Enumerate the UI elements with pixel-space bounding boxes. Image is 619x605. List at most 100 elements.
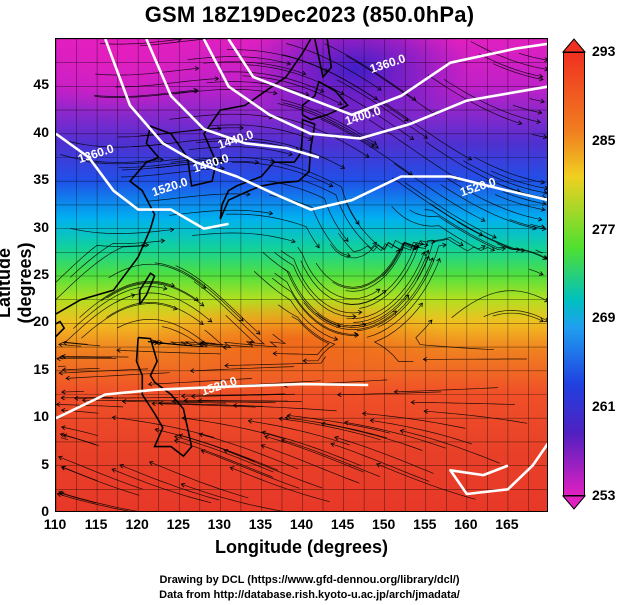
streamline-arrow [315, 243, 320, 249]
streamline [184, 400, 289, 402]
streamline [279, 418, 381, 441]
y-tick-label: 5 [41, 455, 49, 472]
streamline-arrow [111, 415, 117, 421]
streamline [58, 456, 144, 490]
streamline-arrow [194, 296, 199, 302]
y-tick-label: 0 [41, 503, 49, 519]
streamline-arrow [217, 126, 222, 132]
streamline [112, 416, 215, 438]
streamline [58, 491, 138, 511]
streamline-arrow [81, 397, 87, 403]
streamline [377, 244, 447, 328]
streamline-arrow [418, 302, 423, 308]
streamline [338, 232, 420, 253]
contour-label: 1440.0 [216, 127, 256, 152]
streamline-arrow [56, 402, 61, 407]
streamline [93, 89, 198, 97]
streamline-arrow [544, 57, 547, 62]
streamline [316, 65, 409, 122]
streamline [415, 319, 494, 351]
streamline-arrow [422, 356, 428, 362]
streamline [267, 180, 349, 242]
y-tick-label: 35 [33, 171, 49, 188]
streamline-arrow [246, 191, 251, 197]
streamline [85, 157, 190, 165]
streamline [61, 397, 113, 399]
streamline-arrow [272, 90, 278, 96]
streamline [199, 433, 299, 470]
streamline [203, 61, 306, 75]
coastline [56, 39, 312, 315]
streamline-arrow [183, 398, 189, 403]
streamline-arrow [375, 288, 381, 293]
streamline-arrow [154, 340, 160, 345]
streamline [148, 378, 253, 385]
streamline [271, 277, 359, 336]
streamline [62, 367, 100, 371]
streamline [95, 67, 199, 76]
streamline [286, 43, 382, 91]
streamline-arrow [171, 398, 176, 404]
contour-line [145, 39, 320, 159]
streamline-arrow [177, 39, 182, 42]
streamline [61, 426, 98, 437]
plot-area: 1360.0 1400.0 1440.0 1480.0 1520.0 1360.0 1520… [55, 38, 548, 512]
streamline [172, 400, 276, 404]
streamline-arrow [254, 159, 260, 165]
streamline [479, 53, 543, 78]
streamline-arrow [56, 356, 61, 362]
streamline-arrow [478, 231, 484, 237]
streamline-arrow [381, 290, 387, 295]
x-tick-label: 130 [207, 516, 231, 532]
streamline [273, 316, 330, 355]
streamline [492, 312, 544, 322]
streamline-arrow [255, 330, 261, 335]
plot-svg: 1360.01400.01440.01480.01520.01360.01520… [56, 39, 547, 511]
streamline [274, 272, 358, 335]
streamline [230, 467, 330, 502]
streamline-arrow [154, 427, 160, 433]
streamline-arrow [270, 158, 275, 163]
streamline [224, 356, 326, 367]
streamline-arrow [272, 351, 277, 356]
streamline-arrow [481, 245, 486, 250]
streamline [300, 260, 387, 305]
streamline-arrow [73, 395, 79, 401]
streamline [303, 302, 397, 330]
streamline [209, 124, 313, 141]
streamline-arrow [404, 116, 409, 122]
streamline [424, 410, 528, 424]
streamline [187, 56, 291, 65]
streamline [393, 163, 485, 222]
streamline-arrow [278, 416, 283, 422]
streamline-arrow [180, 393, 186, 399]
y-tick-label: 10 [33, 408, 49, 425]
colorbar-bottom-arrow [562, 495, 586, 510]
streamline [100, 39, 182, 45]
streamline [409, 209, 506, 250]
streamline [261, 444, 360, 484]
streamline [182, 417, 285, 440]
streamline [60, 492, 97, 504]
credit-line-2: Data from http://database.rish.kyoto-u.a… [159, 589, 460, 601]
streamline [60, 437, 69, 441]
streamline-arrow [540, 98, 545, 104]
streamline [301, 179, 377, 249]
streamline [115, 292, 212, 323]
streamline [149, 461, 249, 499]
streamline [61, 466, 98, 481]
streamline-arrow [543, 255, 547, 260]
streamline-arrow [58, 370, 63, 376]
colorbar-tick-label: 261 [592, 398, 616, 415]
streamline [321, 423, 423, 451]
streamline [70, 228, 174, 234]
x-tick-label: 155 [413, 516, 437, 532]
streamline-arrow [65, 375, 70, 381]
streamline-arrow [459, 241, 464, 246]
streamline [404, 182, 497, 239]
streamline [493, 63, 544, 80]
streamline-arrow [410, 399, 415, 405]
streamline [280, 99, 377, 145]
streamline-arrow [425, 255, 430, 261]
streamline [70, 240, 165, 278]
